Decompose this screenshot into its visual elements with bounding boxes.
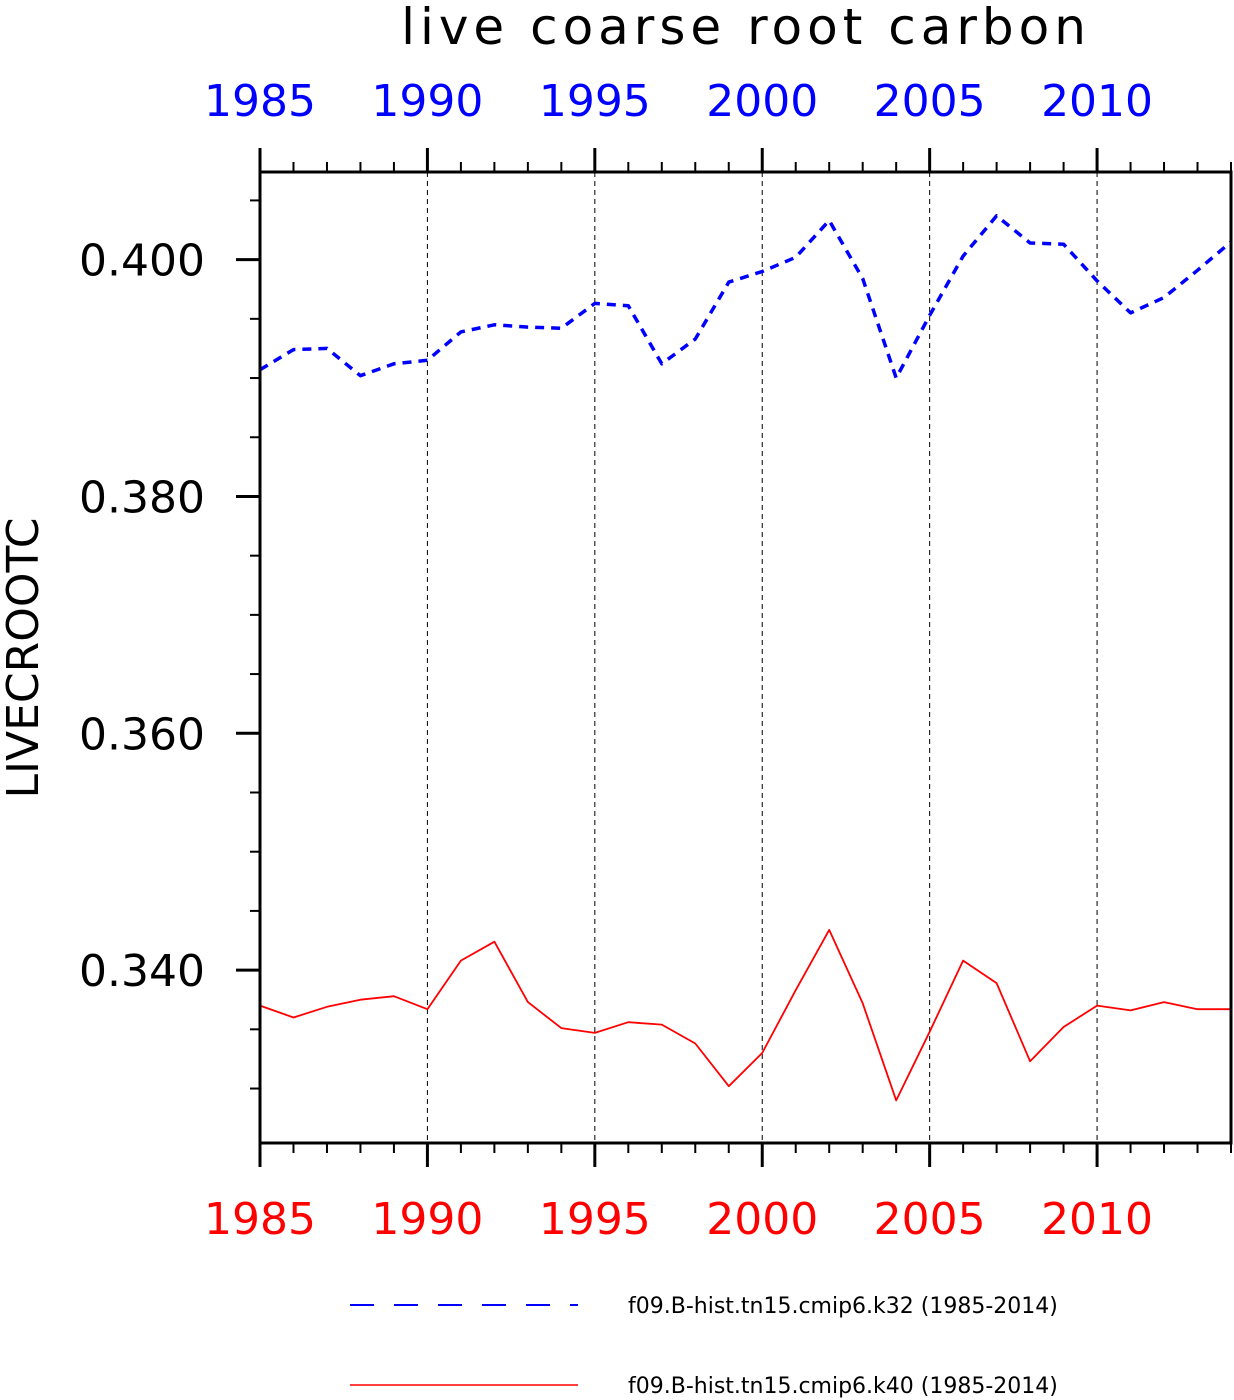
legend-label-0: f09.B-hist.tn15.cmip6.k32 (1985-2014) [628,1294,1058,1319]
x-tick-label-bottom-2000: 2000 [706,1194,818,1245]
plot-frame [258,170,1233,1145]
series-line-1 [259,929,1231,1102]
y-tick-label-1: 0.360 [79,709,205,760]
chart-title: live coarse root carbon [401,0,1091,56]
x-tick-label-bottom-1985: 1985 [204,1194,316,1245]
x-tick-label-top-2010: 2010 [1041,76,1153,127]
x-tick-label-top-1990: 1990 [371,76,483,127]
x-tick-label-top-2000: 2000 [706,76,818,127]
legend: f09.B-hist.tn15.cmip6.k32 (1985-2014) f09… [350,1294,1058,1399]
y-tick-label-0: 0.340 [79,946,205,997]
series-line-0 [259,214,1233,380]
legend-label-1: f09.B-hist.tn15.cmip6.k40 (1985-2014) [628,1374,1058,1399]
x-axis-ticks: 1985 1985 1990 1990 1995 1995 2000 2000 2005 2005… [204,76,1153,1245]
x-tick-label-bottom-1995: 1995 [539,1194,651,1245]
x-tick-label-bottom-1990: 1990 [371,1194,483,1245]
grid-lines [426,172,1098,1143]
x-tick-label-top-2005: 2005 [874,76,986,127]
y-axis-ticks: 0.340 0.360 0.380 0.400 [79,236,260,997]
y-tick-label-3: 0.400 [79,236,205,287]
y-axis-label: LIVECROOTC [0,518,49,799]
y-tick-label-2: 0.380 [79,472,205,523]
x-tick-label-top-1985: 1985 [204,76,316,127]
x-tick-label-bottom-2005: 2005 [874,1194,986,1245]
x-tick-label-bottom-2010: 2010 [1041,1194,1153,1245]
series-lines [259,214,1233,1102]
x-tick-label-top-1995: 1995 [539,76,651,127]
minor-ticks [250,162,1232,1153]
